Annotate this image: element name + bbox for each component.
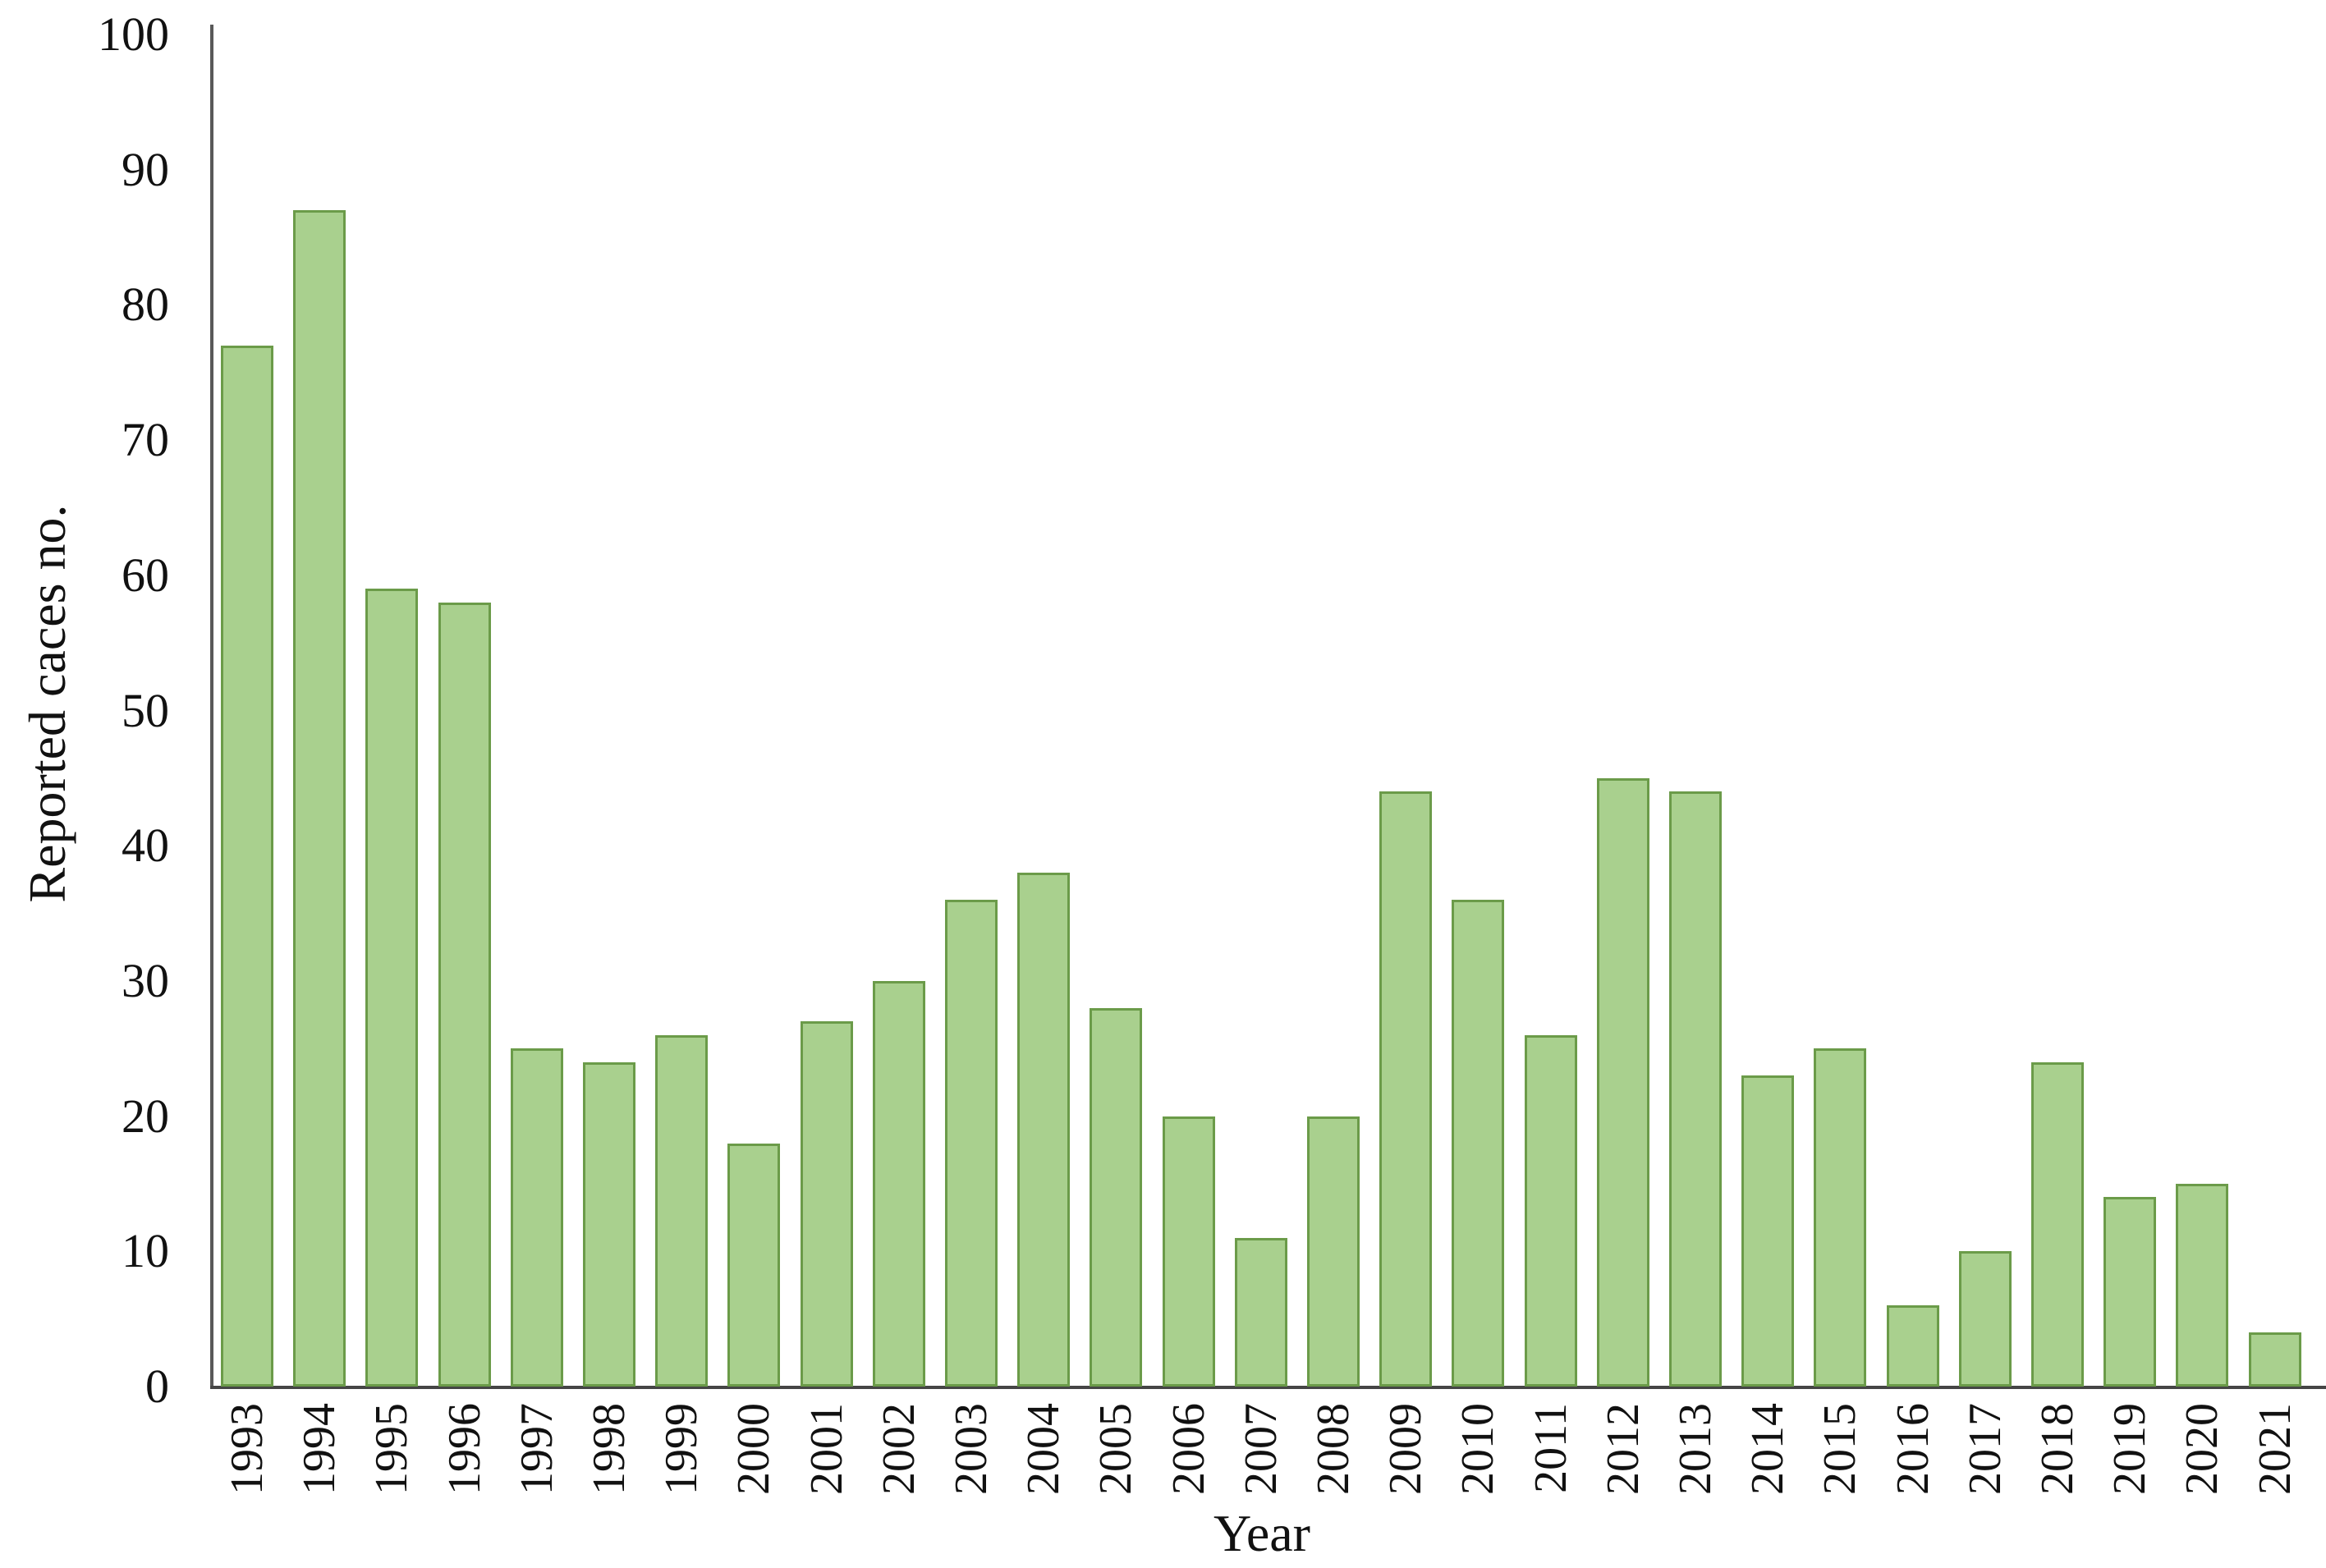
x-tick-label-2020: 2020: [2177, 1403, 2227, 1495]
x-tick-label-2018: 2018: [2032, 1403, 2083, 1495]
bar-2002: [873, 981, 925, 1387]
y-tick-label-100: 100: [98, 7, 169, 61]
bar-2000: [727, 1144, 780, 1387]
y-tick-label-30: 30: [122, 954, 169, 1007]
x-tick-label-2019: 2019: [2104, 1403, 2155, 1495]
y-tick-label-50: 50: [122, 684, 169, 737]
y-tick-label-40: 40: [122, 818, 169, 872]
x-tick-label-2015: 2015: [1814, 1403, 1865, 1495]
x-tick-label-1994: 1994: [294, 1403, 345, 1495]
bar-2015: [1814, 1048, 1866, 1387]
bar-2001: [801, 1021, 853, 1387]
y-tick-label-90: 90: [122, 143, 169, 196]
bar-2004: [1017, 873, 1070, 1387]
x-tick-label-2016: 2016: [1888, 1403, 1938, 1495]
x-tick-label-2021: 2021: [2250, 1403, 2301, 1495]
x-tick-label-2017: 2017: [1960, 1403, 2011, 1495]
bar-2008: [1307, 1116, 1360, 1387]
x-axis-line: [210, 1386, 2326, 1389]
bar-2014: [1741, 1075, 1794, 1387]
bar-2007: [1235, 1238, 1287, 1387]
bar-2005: [1090, 1008, 1142, 1387]
bar-1993: [221, 346, 273, 1387]
y-axis-line: [210, 25, 213, 1387]
y-tick-label-10: 10: [122, 1224, 169, 1277]
bar-2016: [1887, 1305, 1939, 1387]
bar-2009: [1379, 791, 1432, 1387]
bar-2013: [1669, 791, 1722, 1387]
x-tick-label-2002: 2002: [874, 1403, 924, 1495]
bar-1998: [583, 1062, 635, 1387]
x-tick-label-1999: 1999: [656, 1403, 707, 1495]
x-tick-label-2013: 2013: [1670, 1403, 1721, 1495]
x-tick-label-2000: 2000: [728, 1403, 779, 1495]
x-axis-title: Year: [1213, 1504, 1310, 1562]
bar-2019: [2103, 1197, 2156, 1387]
x-tick-label-2014: 2014: [1742, 1403, 1793, 1495]
x-tick-label-1993: 1993: [222, 1403, 273, 1495]
bar-2020: [2176, 1184, 2228, 1387]
bar-2003: [945, 900, 998, 1387]
x-tick-label-1997: 1997: [512, 1403, 562, 1495]
bar-2010: [1452, 900, 1504, 1387]
bar-1994: [293, 210, 346, 1387]
x-tick-label-2001: 2001: [801, 1403, 852, 1495]
bar-1995: [365, 589, 418, 1387]
y-tick-label-60: 60: [122, 548, 169, 602]
x-tick-label-1998: 1998: [584, 1403, 635, 1495]
x-tick-label-2012: 2012: [1598, 1403, 1649, 1495]
bar-1997: [511, 1048, 563, 1387]
bar-1999: [655, 1035, 708, 1387]
bar-2021: [2249, 1332, 2301, 1387]
bar-2011: [1525, 1035, 1577, 1387]
bar-2017: [1959, 1251, 2012, 1387]
y-tick-label-80: 80: [122, 277, 169, 331]
bar-2012: [1597, 778, 1649, 1387]
y-tick-label-20: 20: [122, 1089, 169, 1143]
bar-1996: [438, 603, 491, 1387]
y-tick-label-70: 70: [122, 413, 169, 466]
bar-2018: [2031, 1062, 2084, 1387]
y-tick-label-0: 0: [145, 1359, 169, 1413]
bar-2006: [1163, 1116, 1215, 1387]
x-tick-label-1995: 1995: [366, 1403, 417, 1495]
x-tick-label-1996: 1996: [439, 1403, 490, 1495]
